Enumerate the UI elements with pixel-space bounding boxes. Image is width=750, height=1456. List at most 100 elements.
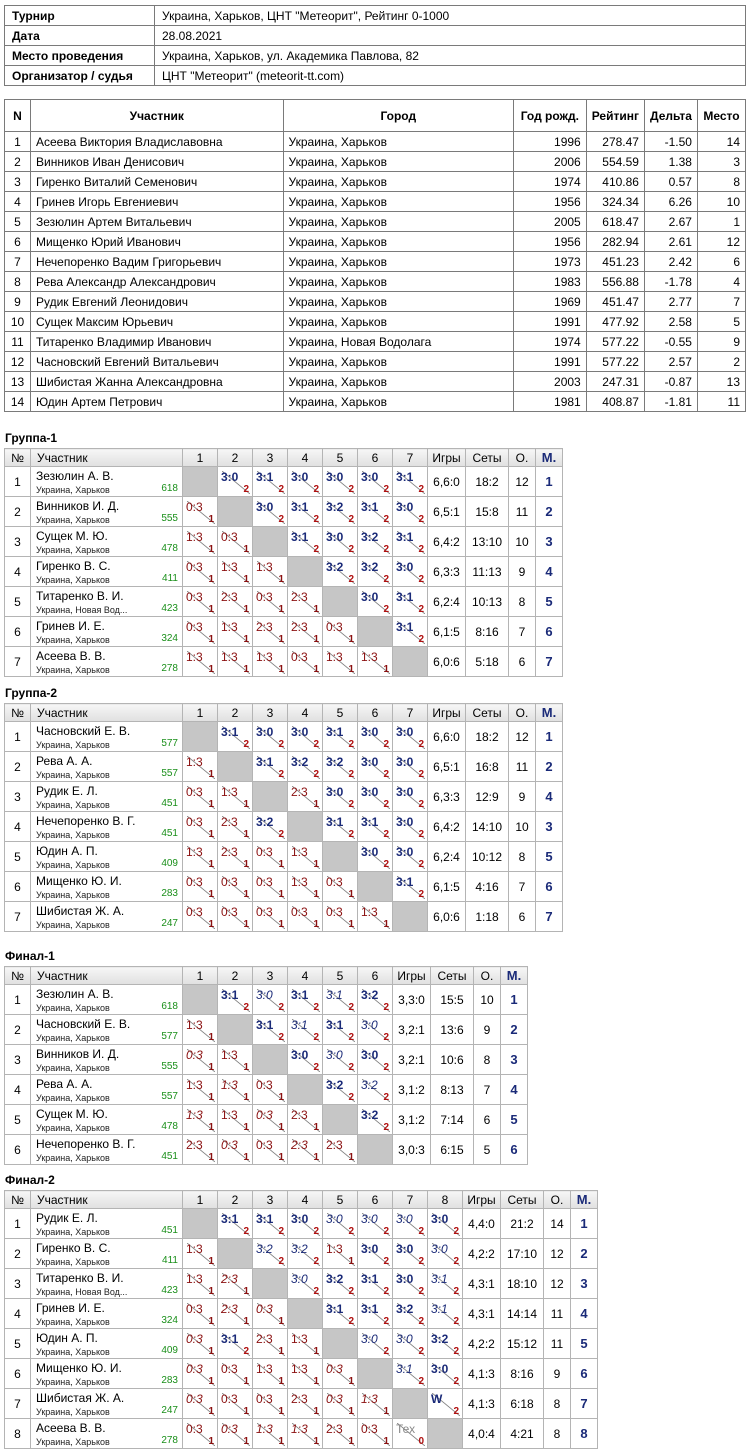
match-result-cell[interactable]: 0:3 1 bbox=[217, 1358, 253, 1389]
match-result-cell[interactable]: 3:1 2 bbox=[287, 1014, 323, 1045]
match-result-cell[interactable]: 1:3 1 bbox=[322, 646, 358, 677]
match-result-cell[interactable]: 3:2 2 bbox=[357, 984, 393, 1015]
match-result-cell[interactable]: 1:3 1 bbox=[357, 901, 393, 932]
match-result-cell[interactable]: 3:0 2 bbox=[252, 721, 288, 752]
match-result-cell[interactable]: 3:1 2 bbox=[252, 1208, 288, 1239]
match-result-cell[interactable]: 0:3 1 bbox=[217, 871, 253, 902]
match-result-cell[interactable]: 3:1 2 bbox=[392, 616, 428, 647]
match-result-cell[interactable]: 3:2 2 bbox=[357, 1074, 393, 1105]
match-result-cell[interactable]: 3:2 2 bbox=[252, 1238, 288, 1269]
match-result-cell[interactable]: 3:1 2 bbox=[427, 1298, 463, 1329]
match-result-cell[interactable]: 0:3 1 bbox=[252, 841, 288, 872]
match-result-cell[interactable]: 0:3 1 bbox=[182, 901, 218, 932]
match-result-cell[interactable]: 1:3 1 bbox=[287, 841, 323, 872]
match-result-cell[interactable]: 0:3 1 bbox=[217, 901, 253, 932]
match-result-cell[interactable]: 0:3 1 bbox=[182, 616, 218, 647]
match-result-cell[interactable]: 3:0 2 bbox=[392, 811, 428, 842]
match-result-cell[interactable]: 3:1 2 bbox=[287, 526, 323, 557]
match-result-cell[interactable]: 1:3 1 bbox=[182, 841, 218, 872]
match-result-cell[interactable]: 0:3 1 bbox=[182, 496, 218, 527]
match-result-cell[interactable]: 0:3 1 bbox=[182, 781, 218, 812]
match-result-cell[interactable]: 3:1 2 bbox=[217, 1328, 253, 1359]
match-result-cell[interactable]: 3:2 2 bbox=[427, 1328, 463, 1359]
match-result-cell[interactable]: 3:2 2 bbox=[252, 811, 288, 842]
match-result-cell[interactable]: 2:3 1 bbox=[252, 1328, 288, 1359]
match-result-cell[interactable]: 3:1 2 bbox=[392, 871, 428, 902]
match-result-cell[interactable]: 1:3 1 bbox=[182, 646, 218, 677]
match-result-cell[interactable]: 1:3 1 bbox=[217, 1074, 253, 1105]
match-result-cell[interactable]: 3:1 2 bbox=[252, 751, 288, 782]
match-result-cell[interactable]: 3:0 2 bbox=[287, 721, 323, 752]
match-result-cell[interactable]: 2:3 1 bbox=[217, 586, 253, 617]
match-result-cell[interactable]: 3:1 2 bbox=[322, 1014, 358, 1045]
match-result-cell[interactable]: 3:2 2 bbox=[287, 1238, 323, 1269]
match-result-cell[interactable]: 1:3 1 bbox=[252, 1358, 288, 1389]
match-result-cell[interactable]: 3:0 2 bbox=[357, 841, 393, 872]
match-result-cell[interactable]: 2:3 1 bbox=[287, 1388, 323, 1419]
match-result-cell[interactable]: 3:0 2 bbox=[322, 781, 358, 812]
match-result-cell[interactable]: 3:0 2 bbox=[357, 1328, 393, 1359]
match-result-cell[interactable]: 3:0 2 bbox=[357, 466, 393, 497]
match-result-cell[interactable]: 3:0 2 bbox=[427, 1358, 463, 1389]
match-result-cell[interactable]: 0:3 1 bbox=[252, 1388, 288, 1419]
match-result-cell[interactable]: 1:3 1 bbox=[287, 871, 323, 902]
match-result-cell[interactable]: 1:3 1 bbox=[217, 1104, 253, 1135]
match-result-cell[interactable]: 3:0 2 bbox=[357, 721, 393, 752]
match-result-cell[interactable]: 0:3 1 bbox=[217, 1418, 253, 1449]
match-result-cell[interactable]: 3:0 2 bbox=[287, 1044, 323, 1075]
match-result-cell[interactable]: 3:1 2 bbox=[217, 1208, 253, 1239]
match-result-cell[interactable]: 1:3 1 bbox=[357, 646, 393, 677]
match-result-cell[interactable]: 0:3 1 bbox=[322, 871, 358, 902]
match-result-cell[interactable]: 0:3 1 bbox=[252, 871, 288, 902]
match-result-cell[interactable]: 0:3 1 bbox=[217, 1134, 253, 1165]
match-result-cell[interactable]: 3:2 2 bbox=[357, 1104, 393, 1135]
match-result-cell[interactable]: 1:3 1 bbox=[252, 556, 288, 587]
match-result-cell[interactable]: 1:3 1 bbox=[182, 1104, 218, 1135]
match-result-cell[interactable]: 3:0 2 bbox=[392, 841, 428, 872]
match-result-cell[interactable]: 1:3 1 bbox=[322, 1238, 358, 1269]
match-result-cell[interactable]: 0:3 1 bbox=[182, 871, 218, 902]
match-result-cell[interactable]: 0:3 1 bbox=[252, 1104, 288, 1135]
match-result-cell[interactable]: 3:0 2 bbox=[322, 526, 358, 557]
match-result-cell[interactable]: 3:0 2 bbox=[287, 1208, 323, 1239]
match-result-cell[interactable]: 1:3 1 bbox=[182, 526, 218, 557]
match-result-cell[interactable]: 3:2 2 bbox=[322, 1268, 358, 1299]
match-result-cell[interactable]: 3:1 2 bbox=[357, 1298, 393, 1329]
match-result-cell[interactable]: 0:3 1 bbox=[252, 1298, 288, 1329]
match-result-cell[interactable]: 3:0 2 bbox=[252, 984, 288, 1015]
match-result-cell[interactable]: 0:3 1 bbox=[182, 1298, 218, 1329]
match-result-cell[interactable]: 3:2 2 bbox=[392, 1298, 428, 1329]
match-result-cell[interactable]: 0:3 1 bbox=[182, 1358, 218, 1389]
match-result-cell[interactable]: 3:1 2 bbox=[357, 496, 393, 527]
match-result-cell[interactable]: 3:0 2 bbox=[392, 1268, 428, 1299]
match-result-cell[interactable]: 0:3 1 bbox=[322, 901, 358, 932]
match-result-cell[interactable]: 0:3 1 bbox=[252, 1134, 288, 1165]
match-result-cell[interactable]: 0:3 1 bbox=[252, 586, 288, 617]
match-result-cell[interactable]: 0:3 1 bbox=[322, 616, 358, 647]
match-result-cell[interactable]: 3:0 2 bbox=[392, 751, 428, 782]
match-result-cell[interactable]: 3:0 2 bbox=[392, 781, 428, 812]
match-result-cell[interactable]: 0:3 1 bbox=[182, 1328, 218, 1359]
match-result-cell[interactable]: 2:3 1 bbox=[287, 1134, 323, 1165]
match-result-cell[interactable]: 0:3 1 bbox=[182, 556, 218, 587]
match-result-cell[interactable]: 3:2 2 bbox=[287, 751, 323, 782]
match-result-cell[interactable]: 3:1 2 bbox=[252, 1014, 288, 1045]
match-result-cell[interactable]: 2:3 1 bbox=[287, 586, 323, 617]
match-result-cell[interactable]: 3:0 2 bbox=[287, 466, 323, 497]
match-result-cell[interactable]: 0:3 1 bbox=[217, 1388, 253, 1419]
match-result-cell[interactable]: Тех 0 bbox=[392, 1418, 428, 1449]
match-result-cell[interactable]: 3:0 2 bbox=[427, 1208, 463, 1239]
match-result-cell[interactable]: 3:0 2 bbox=[357, 1044, 393, 1075]
match-result-cell[interactable]: 2:3 1 bbox=[217, 841, 253, 872]
match-result-cell[interactable]: 0:3 1 bbox=[252, 901, 288, 932]
match-result-cell[interactable]: 3:0 2 bbox=[357, 586, 393, 617]
match-result-cell[interactable]: 3:0 2 bbox=[392, 556, 428, 587]
match-result-cell[interactable]: 3:2 2 bbox=[322, 751, 358, 782]
match-result-cell[interactable]: 3:1 2 bbox=[217, 721, 253, 752]
match-result-cell[interactable]: 3:1 2 bbox=[392, 526, 428, 557]
match-result-cell[interactable]: 2:3 1 bbox=[182, 1134, 218, 1165]
match-result-cell[interactable]: 3:1 2 bbox=[252, 466, 288, 497]
match-result-cell[interactable]: 2:3 1 bbox=[322, 1418, 358, 1449]
match-result-cell[interactable]: 3:0 2 bbox=[322, 466, 358, 497]
